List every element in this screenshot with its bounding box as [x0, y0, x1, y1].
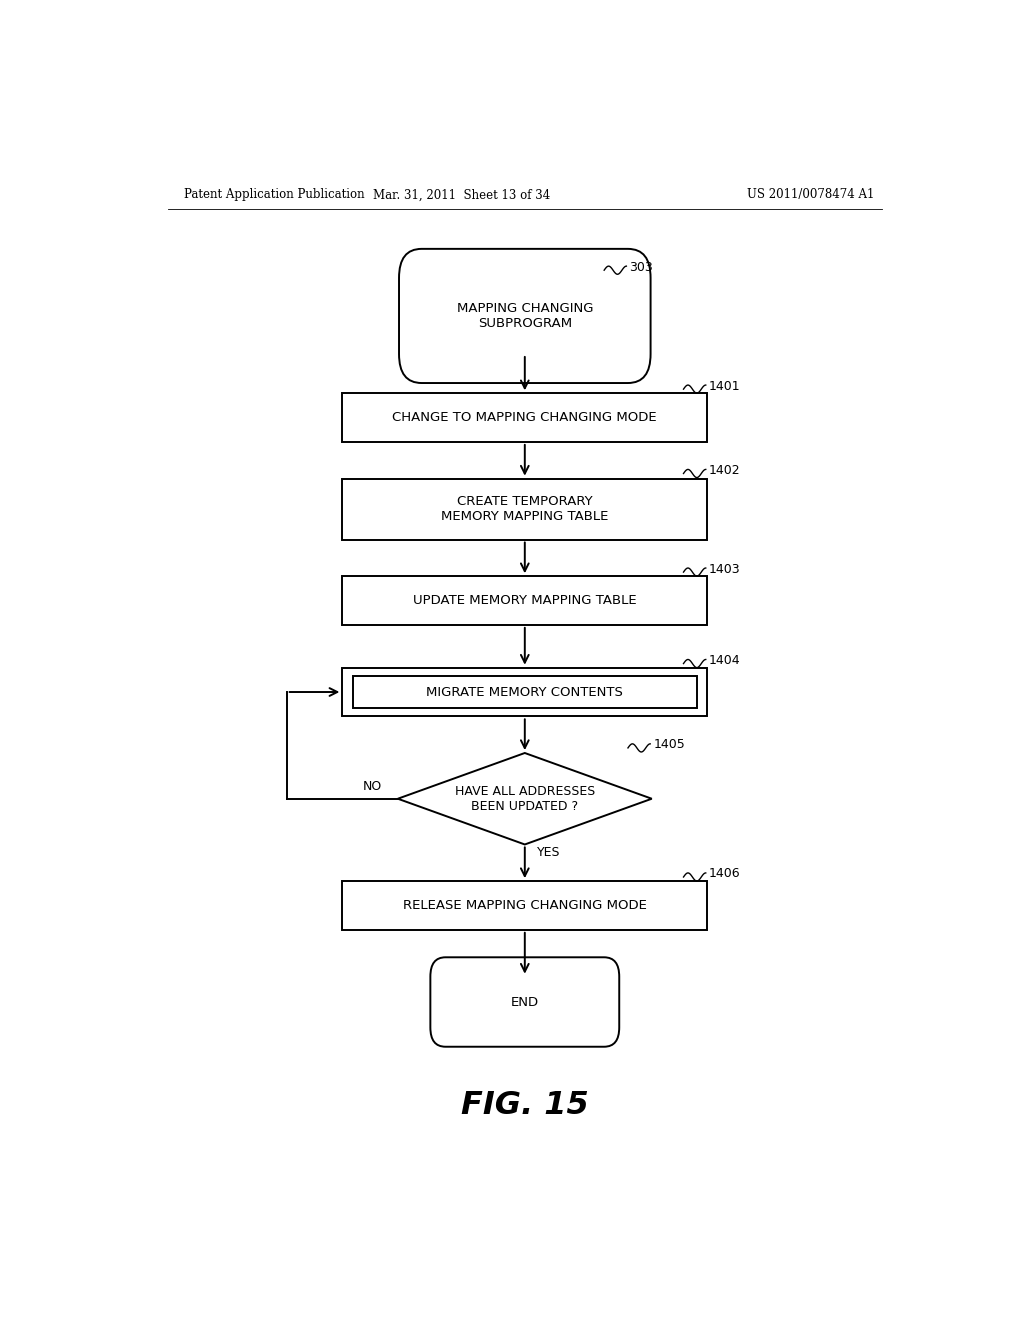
Text: YES: YES: [537, 846, 560, 859]
Bar: [342, 668, 708, 717]
Text: 1401: 1401: [709, 380, 740, 392]
Text: Mar. 31, 2011  Sheet 13 of 34: Mar. 31, 2011 Sheet 13 of 34: [373, 189, 550, 202]
Bar: [342, 880, 708, 929]
Text: 1402: 1402: [709, 463, 740, 477]
Text: MIGRATE MEMORY CONTENTS: MIGRATE MEMORY CONTENTS: [426, 685, 624, 698]
Text: Patent Application Publication: Patent Application Publication: [183, 189, 365, 202]
Polygon shape: [397, 752, 652, 845]
Bar: [342, 479, 708, 540]
Text: 1404: 1404: [709, 653, 740, 667]
Bar: [342, 576, 708, 624]
Bar: [352, 676, 697, 709]
Text: 1403: 1403: [709, 562, 740, 576]
Text: HAVE ALL ADDRESSES
BEEN UPDATED ?: HAVE ALL ADDRESSES BEEN UPDATED ?: [455, 784, 595, 813]
Bar: [342, 393, 708, 442]
Text: END: END: [511, 995, 539, 1008]
FancyBboxPatch shape: [430, 957, 620, 1047]
Text: CHANGE TO MAPPING CHANGING MODE: CHANGE TO MAPPING CHANGING MODE: [392, 411, 657, 424]
Text: FIG. 15: FIG. 15: [461, 1090, 589, 1121]
Text: US 2011/0078474 A1: US 2011/0078474 A1: [748, 189, 874, 202]
Text: 303: 303: [630, 260, 653, 273]
Text: MAPPING CHANGING
SUBPROGRAM: MAPPING CHANGING SUBPROGRAM: [457, 302, 593, 330]
Text: UPDATE MEMORY MAPPING TABLE: UPDATE MEMORY MAPPING TABLE: [413, 594, 637, 607]
Text: NO: NO: [362, 780, 382, 793]
FancyBboxPatch shape: [399, 249, 650, 383]
Text: CREATE TEMPORARY
MEMORY MAPPING TABLE: CREATE TEMPORARY MEMORY MAPPING TABLE: [441, 495, 608, 523]
Text: RELEASE MAPPING CHANGING MODE: RELEASE MAPPING CHANGING MODE: [402, 899, 647, 912]
Text: 1406: 1406: [709, 867, 740, 880]
Text: 1405: 1405: [653, 738, 685, 751]
